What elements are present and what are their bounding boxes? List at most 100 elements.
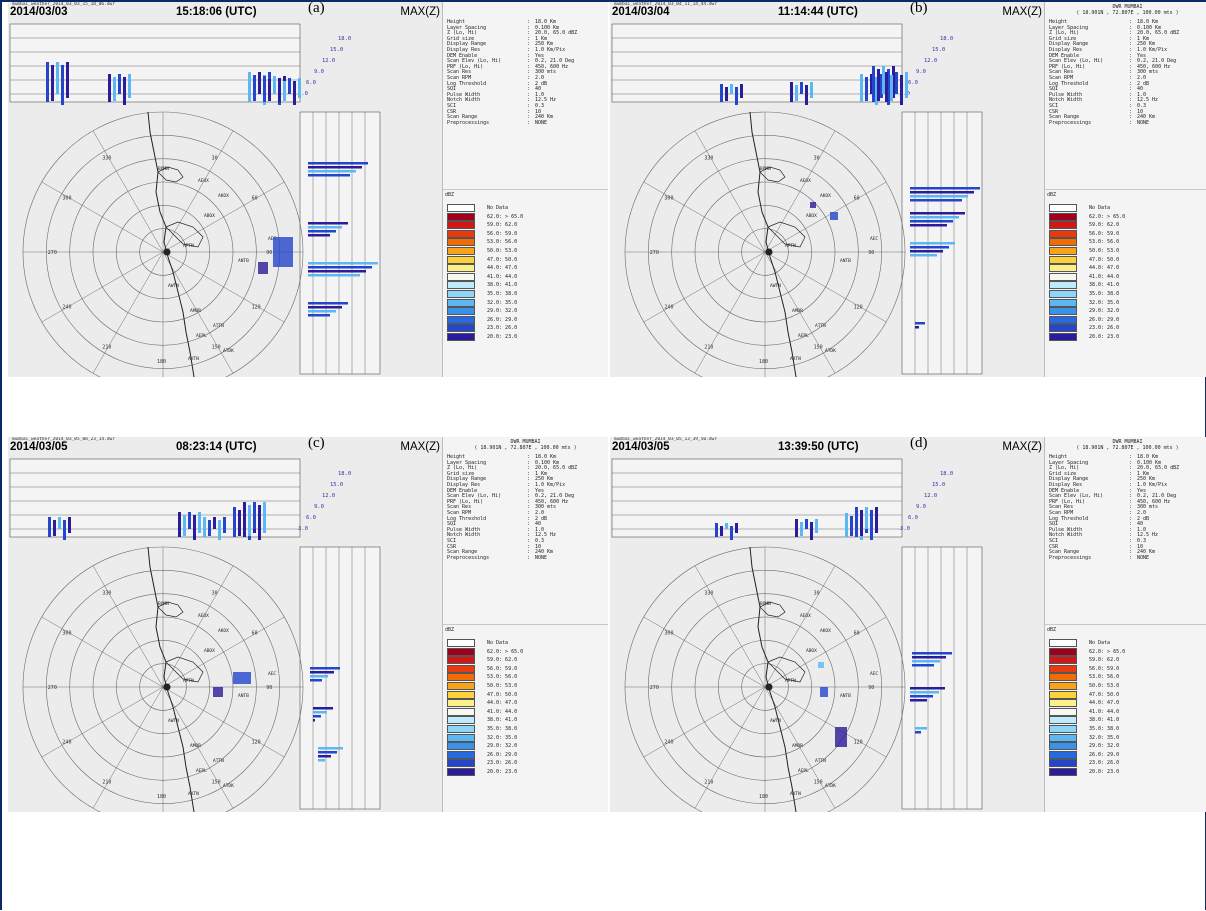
param-name: Log Threshold	[1049, 80, 1089, 87]
legend-label: 59.0: 62.0	[487, 222, 518, 229]
param-value: 2 dB	[535, 80, 548, 87]
param-row: Grid size:1 Km	[1049, 36, 1206, 43]
echo-top	[56, 62, 59, 94]
echo-right	[910, 187, 980, 190]
echo-top	[178, 512, 181, 537]
param-name: Preprocessings	[447, 554, 490, 561]
param-sep: :	[1129, 481, 1133, 488]
param-value: 2 dB	[1137, 80, 1150, 87]
param-name: CSR	[447, 543, 457, 550]
radar-site-marker	[765, 683, 773, 691]
echo-right	[308, 230, 336, 233]
param-name: CSR	[1049, 108, 1059, 115]
echo-top	[810, 522, 813, 540]
legend-swatch	[1049, 264, 1077, 273]
param-sep: :	[527, 63, 531, 70]
legend-swatch	[447, 690, 475, 699]
param-value: 2.0	[535, 509, 545, 516]
echo-right	[910, 212, 965, 215]
azimuth-label: 60	[252, 195, 258, 201]
coastline	[147, 111, 195, 377]
param-name: Notch Width	[447, 532, 481, 539]
station-label: AKTN	[188, 356, 199, 362]
azimuth-label: 330	[704, 155, 713, 161]
echo-right	[910, 216, 959, 219]
param-row: PRF (Lo, Hi):450, 600 Hz	[447, 63, 605, 71]
station-label: BOMN	[760, 601, 771, 607]
legend-item: 47.0: 50.0	[1049, 690, 1199, 700]
param-sep: :	[1129, 63, 1133, 70]
legend-label: 62.0: > 65.0	[487, 648, 524, 655]
station-label: ANTB	[840, 693, 851, 699]
legend-item: 50.0: 53.0	[447, 681, 597, 691]
legend-label: 29.0: 32.0	[1089, 743, 1120, 750]
echo-top	[288, 78, 291, 94]
legend-item: 44.0: 47.0	[1049, 264, 1199, 273]
legend-swatch	[447, 298, 475, 307]
param-sep: :	[527, 52, 531, 59]
param-value: 18.0 Km	[1137, 454, 1159, 460]
azimuth-label: 120	[854, 305, 863, 311]
azimuth-label: 180	[157, 794, 166, 800]
param-row: Layer Spacing:0.100 Km	[447, 24, 605, 32]
legend-label: 50.0: 53.0	[1089, 682, 1120, 689]
legend-label: 38.0: 41.0	[1089, 282, 1120, 289]
echo-top	[805, 519, 808, 529]
legend-swatch	[1049, 699, 1077, 708]
legend-label: 56.0: 59.0	[1089, 665, 1120, 672]
param-row: SCI:0.3	[1049, 103, 1206, 110]
azimuth-label: 90	[266, 685, 272, 691]
param-sep: :	[1129, 24, 1133, 31]
legend-label: No Data	[1089, 205, 1111, 211]
echo-right	[910, 224, 947, 227]
station-label: AEPL	[196, 768, 207, 774]
legend-swatch	[1049, 656, 1077, 665]
param-sep: :	[1129, 97, 1133, 104]
height-label: 6.0	[908, 80, 918, 86]
station-label: ATDK	[825, 348, 836, 354]
echo-top	[193, 515, 196, 540]
param-value: 450, 600 Hz	[535, 63, 569, 70]
echo-top	[855, 507, 858, 537]
legend-item: 50.0: 53.0	[447, 246, 597, 256]
product-name: MAX(Z)	[1002, 441, 1042, 453]
param-row: Notch Width:12.5 Hz	[1049, 533, 1206, 539]
param-sep: :	[527, 119, 531, 126]
echo-top	[108, 74, 111, 102]
ppi-polar-plot: 330 30 300 60 270 90 240 120 210 150 180 BOMN AEOX AK…	[624, 546, 906, 812]
legend-swatch	[447, 759, 475, 768]
azimuth-label: 120	[252, 740, 261, 746]
legend-label: 44.0: 47.0	[1089, 700, 1120, 707]
legend-swatch	[447, 246, 475, 255]
echo-top	[223, 517, 226, 533]
echo-top	[887, 69, 890, 105]
panel-label: (b)	[910, 2, 928, 16]
azimuth-label: 90	[266, 250, 272, 256]
param-sep: :	[527, 46, 531, 53]
param-sep: :	[527, 532, 531, 539]
height-profile-top	[611, 458, 903, 538]
param-sep: :	[527, 41, 531, 48]
legend-label: 44.0: 47.0	[487, 265, 518, 272]
param-value: 240 Km	[535, 549, 554, 556]
station-label: AKTN	[790, 791, 801, 797]
echo-right	[310, 675, 328, 678]
height-label: 3.0	[298, 526, 308, 532]
height-label: 6.0	[908, 515, 918, 521]
param-value: 0.100 Km	[1137, 459, 1162, 466]
echo-top	[123, 77, 126, 105]
echo-right	[310, 667, 340, 670]
azimuth-label: 60	[854, 195, 860, 201]
param-value: 18.0 Km	[1137, 19, 1159, 25]
legend-label: 26.0: 29.0	[487, 751, 518, 758]
legend-item: 62.0: > 65.0	[447, 212, 597, 222]
radar-header: DWR MUMBAI( 18.901N , 72.807E , 100.00 m…	[443, 437, 608, 451]
legend-item: 35.0: 38.0	[1049, 289, 1199, 299]
param-name: Layer Spacing	[447, 24, 487, 31]
echo-ppi	[835, 727, 847, 747]
param-row: SQI:40	[447, 522, 605, 528]
legend-label: 41.0: 44.0	[487, 708, 518, 715]
param-value: Yes	[1137, 52, 1147, 59]
height-label: 3.0	[900, 91, 910, 97]
station-label: AKOX	[820, 193, 831, 199]
